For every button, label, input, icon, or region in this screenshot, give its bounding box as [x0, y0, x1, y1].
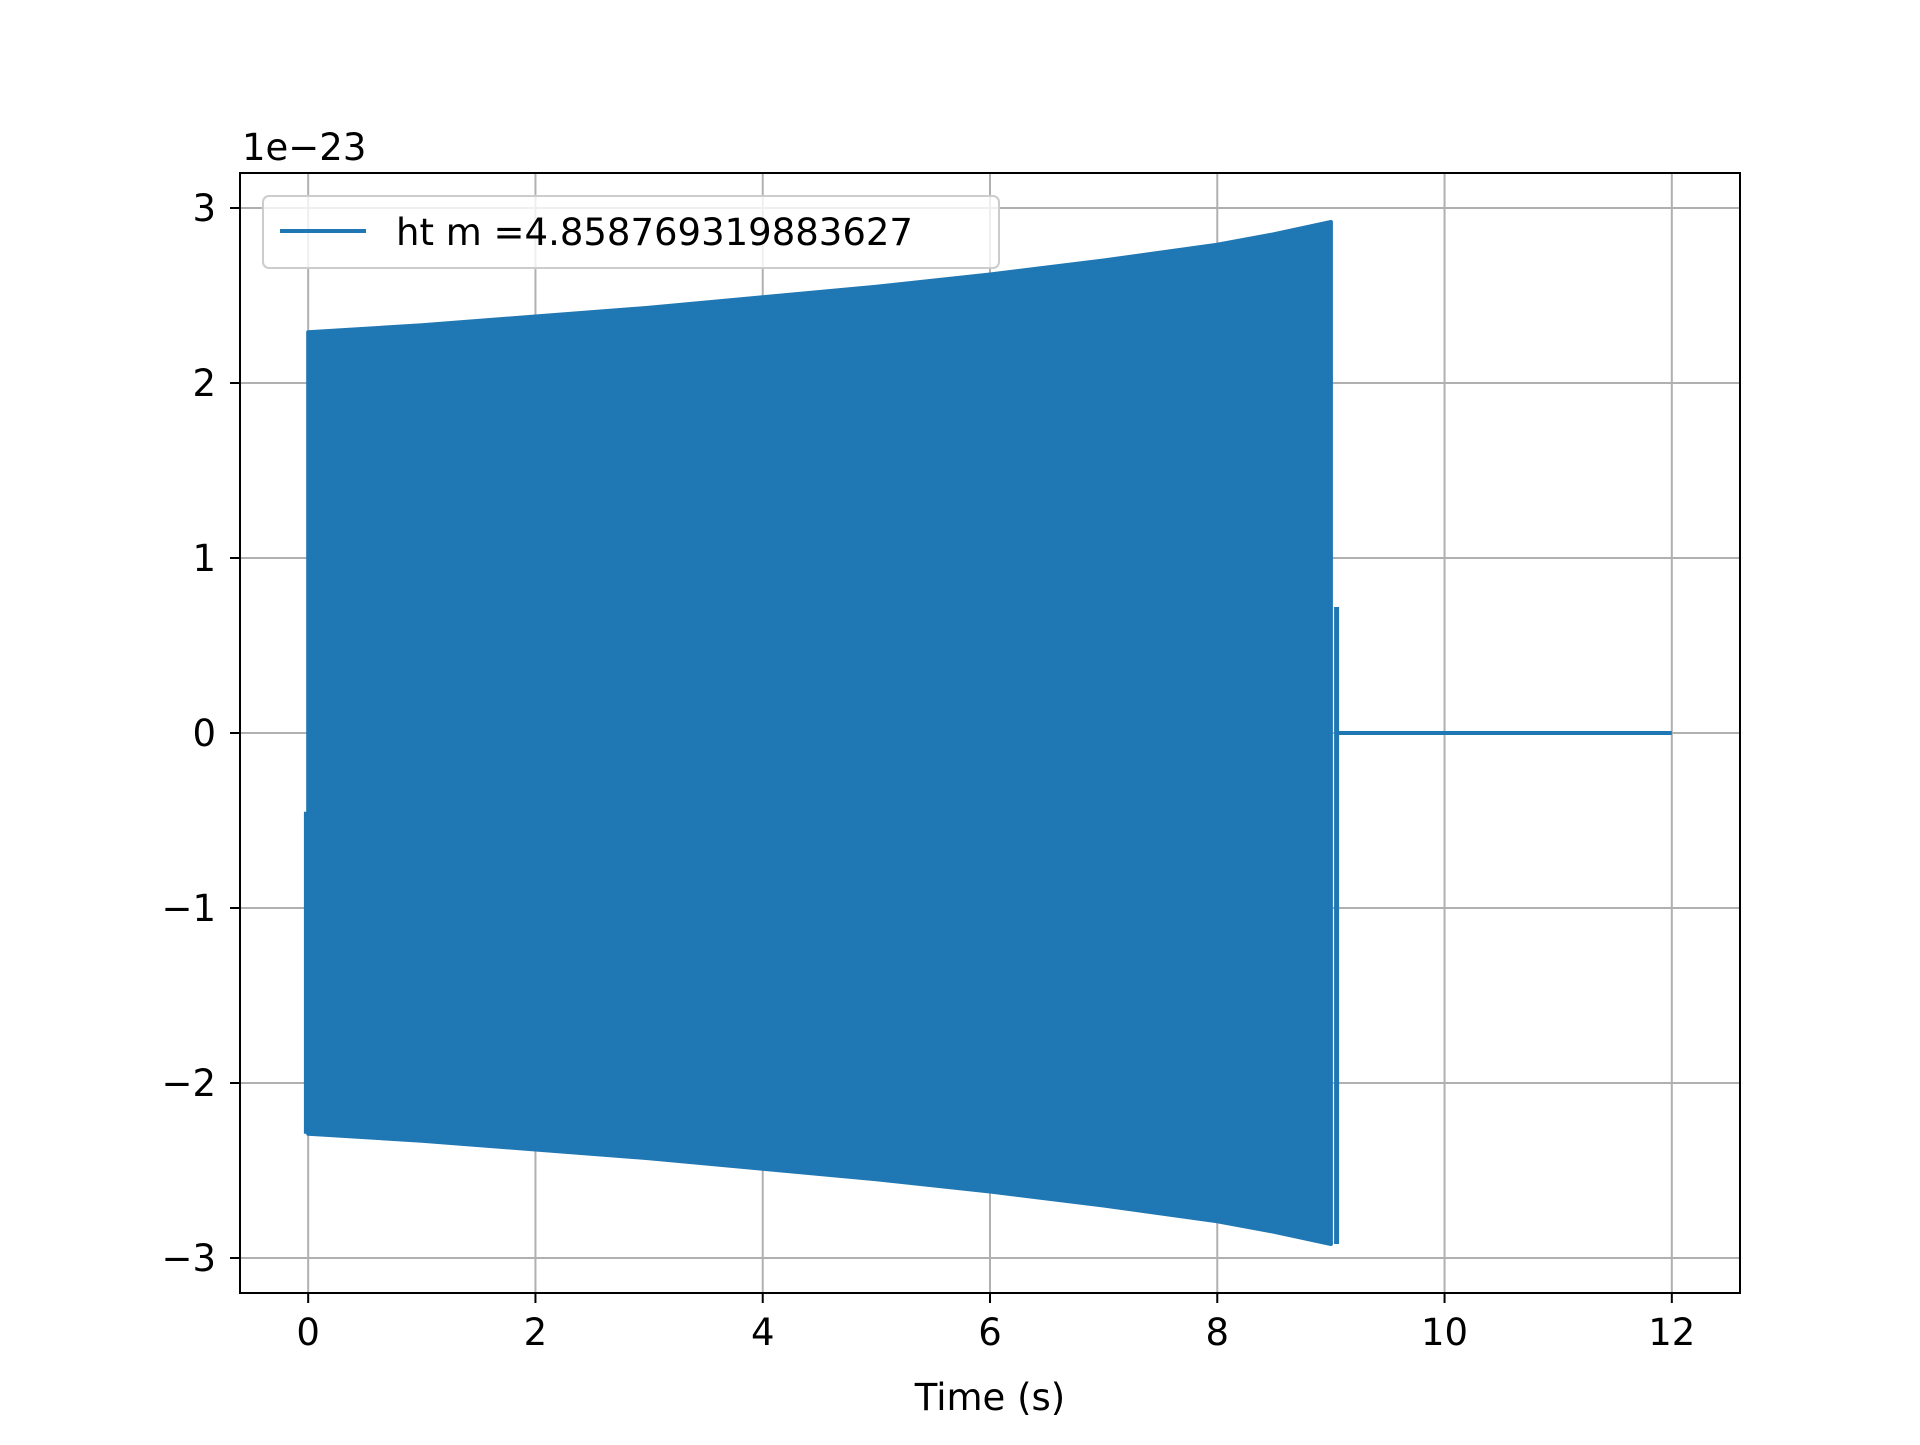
- legend-label: ht m =4.858769319883627: [396, 211, 913, 254]
- series-layer: [303, 220, 1672, 1246]
- y-tick-label: −2: [161, 1062, 216, 1105]
- y-tick-label: 1: [192, 537, 216, 580]
- y-tick-label: 0: [192, 712, 216, 755]
- legend: ht m =4.858769319883627: [262, 195, 1000, 269]
- legend-box: [262, 195, 1000, 269]
- y-tick-label: −1: [161, 887, 216, 930]
- y-tick-label: 2: [192, 362, 216, 405]
- y-offset-label: 1e−23: [242, 126, 366, 169]
- y-tick-label: −3: [161, 1237, 216, 1280]
- x-tick-label: 4: [751, 1311, 775, 1354]
- x-tick-label: 6: [978, 1311, 1002, 1354]
- x-tick-label: 8: [1205, 1311, 1229, 1354]
- x-tick-label: 2: [524, 1311, 548, 1354]
- x-tick-label: 0: [296, 1311, 320, 1354]
- x-tick-label: 10: [1421, 1311, 1468, 1354]
- y-tick-label: 3: [192, 187, 216, 230]
- series-oscillation-envelope: [306, 220, 1333, 1246]
- x-tick-label: 12: [1648, 1311, 1695, 1354]
- x-axis-label: Time (s): [914, 1376, 1065, 1419]
